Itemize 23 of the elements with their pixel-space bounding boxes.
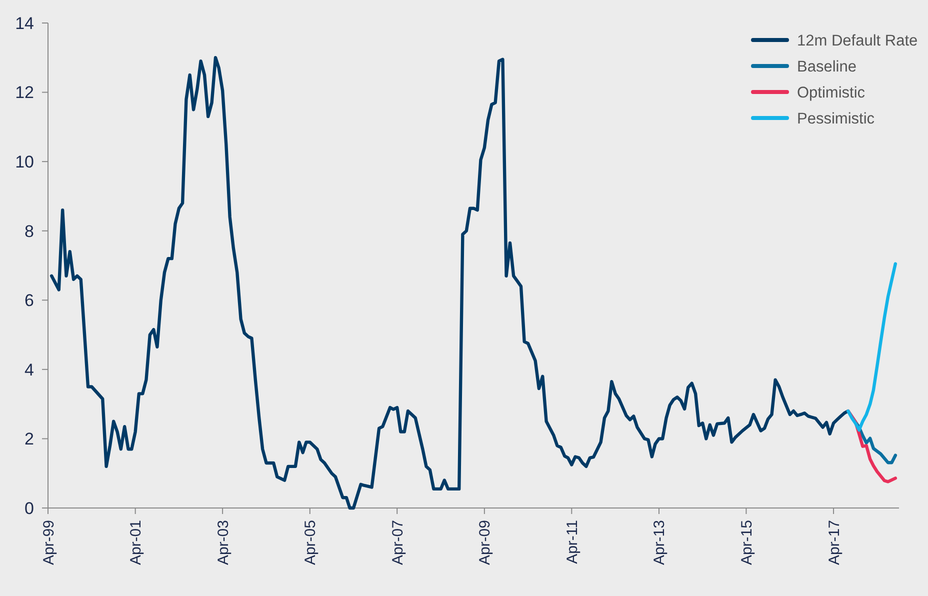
y-tick-label: 14: [15, 14, 34, 33]
y-tick-label: 6: [24, 291, 34, 310]
x-tick-label: Apr-17: [826, 520, 843, 566]
x-tick-label: Apr-15: [738, 520, 756, 566]
legend-label: Pessimistic: [797, 110, 875, 128]
x-tick-label: Apr-03: [214, 520, 232, 566]
line-series: [846, 262, 898, 432]
x-tick-label: Apr-09: [476, 520, 494, 566]
y-tick-label: 4: [24, 360, 34, 380]
y-tick-label: 12: [15, 83, 34, 102]
y-tick-label: 0: [24, 498, 34, 518]
y-tick-label: 8: [24, 222, 34, 241]
x-tick-label: Apr-13: [651, 520, 668, 566]
y-tick-label: 2: [24, 430, 34, 449]
x-tick-label: Apr-11: [564, 520, 581, 564]
legend-label: Baseline: [797, 58, 856, 76]
x-tick-label: Apr-99: [40, 520, 58, 566]
x-tick-label: Apr-05: [302, 520, 320, 566]
y-tick-label: 10: [15, 152, 34, 172]
legend-label: Optimistic: [797, 84, 866, 102]
x-tick-label: Apr-01: [128, 520, 145, 566]
legend-label: 12m Default Rate: [797, 32, 918, 50]
x-tick-label: Apr-07: [389, 520, 406, 566]
